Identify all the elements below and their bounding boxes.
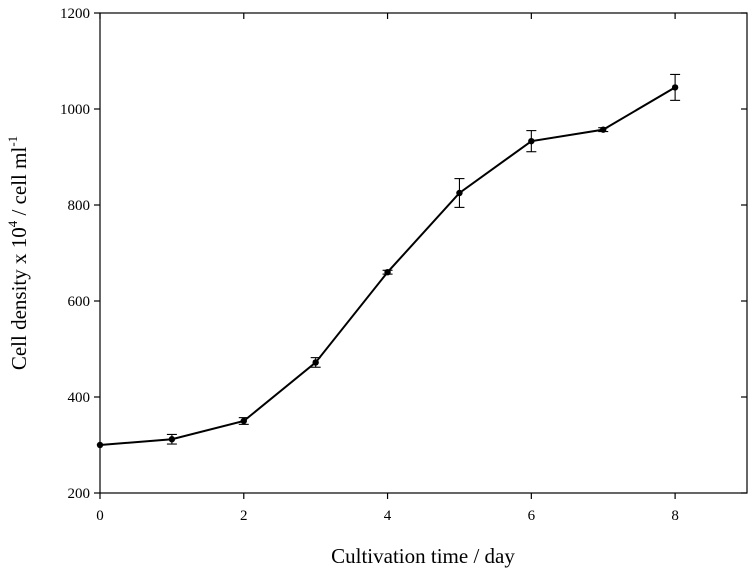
x-tick-label: 2 (240, 508, 248, 524)
y-tick-label: 1200 (60, 6, 90, 22)
data-point (528, 137, 535, 145)
x-tick-label: 4 (384, 508, 392, 524)
y-axis-title-base: Cell density x 10 (7, 227, 31, 370)
data-point (671, 84, 679, 91)
plot-frame (99, 12, 748, 494)
y-tick-label: 1000 (60, 102, 90, 118)
series-line (99, 86, 676, 446)
data-point (600, 126, 607, 133)
y-axis-title-exponent-2: -1 (5, 136, 20, 147)
data-point (384, 269, 391, 276)
series-layer (96, 73, 681, 449)
data-point (240, 417, 247, 425)
data-point (168, 436, 176, 443)
y-tick-label: 400 (68, 390, 91, 406)
x-tick-label: 0 (96, 508, 104, 524)
x-tick-label: 8 (671, 508, 679, 524)
y-axis-title-unit: / cell ml (7, 147, 31, 221)
y-tick-label: 200 (68, 486, 91, 502)
data-point (456, 189, 463, 197)
y-tick-label: 600 (68, 294, 91, 310)
x-axis-ticks: 0 2 4 6 8 (96, 13, 679, 524)
x-axis-title: Cultivation time / day (331, 544, 515, 568)
y-tick-label: 800 (68, 198, 91, 214)
x-tick-label: 6 (528, 508, 536, 524)
y-axis-title-exponent-1: 4 (5, 220, 20, 227)
y-axis-ticks: 200 400 600 800 1000 1200 (60, 6, 747, 502)
data-point (96, 441, 104, 449)
y-axis-title: Cell density x 104 / cell ml-1 (5, 136, 31, 370)
data-point (312, 359, 319, 366)
